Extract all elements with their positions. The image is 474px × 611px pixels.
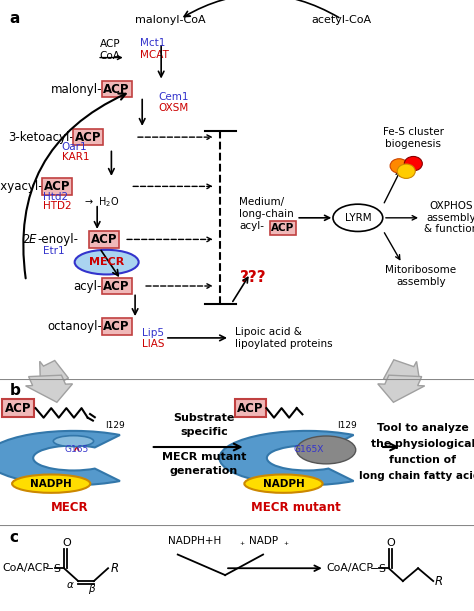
Text: G165X: G165X — [294, 445, 324, 455]
Text: KAR1: KAR1 — [62, 152, 89, 162]
Text: acetyl-CoA: acetyl-CoA — [311, 15, 371, 25]
Ellipse shape — [75, 250, 138, 274]
Text: HTD2: HTD2 — [43, 201, 71, 211]
Text: Oar1: Oar1 — [62, 142, 87, 152]
Text: ACP: ACP — [103, 320, 130, 333]
Text: generation: generation — [170, 466, 238, 477]
Ellipse shape — [296, 436, 356, 464]
Text: ACP: ACP — [103, 279, 130, 293]
Text: Medium/
long-chain
acyl-: Medium/ long-chain acyl- — [239, 197, 294, 230]
Text: NADPH: NADPH — [30, 478, 72, 489]
Circle shape — [404, 156, 422, 171]
Wedge shape — [0, 431, 120, 485]
Text: Tool to analyze: Tool to analyze — [377, 422, 469, 433]
Text: Fe-S cluster
biogenesis: Fe-S cluster biogenesis — [383, 128, 444, 149]
Text: 3-hydroxyacyl-: 3-hydroxyacyl- — [0, 180, 43, 193]
Text: $\alpha$: $\alpha$ — [66, 580, 74, 590]
Text: Etr1: Etr1 — [43, 246, 64, 256]
Text: ACP: ACP — [100, 39, 120, 49]
Text: I129: I129 — [337, 420, 357, 430]
Circle shape — [390, 159, 408, 173]
FancyArrow shape — [26, 375, 73, 402]
Text: $^+$: $^+$ — [238, 541, 246, 550]
Text: Htd2: Htd2 — [43, 192, 68, 202]
Text: ACP: ACP — [75, 131, 101, 144]
Text: ACP: ACP — [103, 82, 130, 95]
Text: $-$S: $-$S — [369, 562, 386, 574]
Text: I129: I129 — [105, 420, 125, 430]
Text: acyl-: acyl- — [73, 279, 102, 293]
Text: Lip5: Lip5 — [142, 328, 164, 338]
Ellipse shape — [12, 475, 90, 493]
Text: octanoyl-: octanoyl- — [47, 320, 102, 333]
FancyArrow shape — [378, 375, 425, 402]
Text: Mitoribosome
assembly: Mitoribosome assembly — [385, 265, 456, 287]
Text: specific: specific — [180, 427, 228, 437]
Text: $-$S: $-$S — [44, 562, 61, 574]
Text: Lipoic acid &
lipoylated proteins: Lipoic acid & lipoylated proteins — [235, 327, 332, 349]
Text: MECR: MECR — [89, 257, 124, 267]
Text: ACP: ACP — [44, 180, 71, 193]
Text: CoA/ACP: CoA/ACP — [2, 563, 49, 573]
FancyArrow shape — [383, 360, 419, 391]
Text: a: a — [9, 12, 20, 26]
Text: R: R — [435, 574, 443, 588]
Text: CoA/ACP: CoA/ACP — [326, 563, 373, 573]
Text: R: R — [110, 562, 118, 575]
Text: Substrate: Substrate — [173, 412, 235, 423]
Text: the physiological: the physiological — [371, 439, 474, 448]
Text: malonyl-CoA: malonyl-CoA — [136, 15, 206, 25]
Text: MCAT: MCAT — [140, 49, 169, 60]
Text: OXSM: OXSM — [159, 103, 189, 112]
Text: MECR: MECR — [51, 500, 89, 514]
Text: ACP: ACP — [91, 233, 118, 246]
Text: b: b — [9, 383, 20, 398]
Text: O: O — [62, 538, 71, 547]
Ellipse shape — [53, 436, 94, 447]
Text: 2: 2 — [22, 233, 29, 246]
Text: E: E — [28, 233, 36, 246]
Text: c: c — [9, 530, 18, 545]
Text: OXPHOS
assembly
& function: OXPHOS assembly & function — [424, 201, 474, 235]
Text: long chain fatty acids: long chain fatty acids — [359, 471, 474, 481]
Text: G165: G165 — [64, 445, 89, 455]
Text: ACP: ACP — [5, 401, 31, 415]
Circle shape — [397, 164, 415, 178]
FancyArrow shape — [40, 360, 69, 389]
Wedge shape — [219, 431, 354, 485]
Text: $^+$: $^+$ — [282, 541, 289, 550]
Text: NADP: NADP — [249, 536, 278, 546]
Text: CoA: CoA — [100, 51, 120, 60]
Text: Cem1: Cem1 — [159, 92, 189, 103]
Text: NADPH+H: NADPH+H — [168, 536, 221, 546]
Text: 3-ketoacyl-: 3-ketoacyl- — [8, 131, 73, 144]
Ellipse shape — [333, 204, 383, 232]
Text: ACP: ACP — [237, 401, 264, 415]
Text: $\rightarrow$ H$_2$O: $\rightarrow$ H$_2$O — [83, 196, 119, 209]
Text: ???: ??? — [240, 270, 267, 285]
Text: LYRM: LYRM — [345, 213, 371, 223]
Text: function of: function of — [389, 455, 456, 465]
Text: MECR mutant: MECR mutant — [162, 452, 246, 462]
Text: $\beta$: $\beta$ — [88, 582, 97, 596]
Text: -enoyl-: -enoyl- — [37, 233, 78, 246]
Text: Mct1: Mct1 — [140, 38, 165, 48]
Text: malonyl-: malonyl- — [50, 82, 102, 95]
Text: O: O — [387, 538, 395, 547]
Ellipse shape — [245, 475, 322, 493]
Text: ACP: ACP — [271, 223, 294, 233]
Text: NADPH: NADPH — [263, 478, 304, 489]
Text: MECR mutant: MECR mutant — [251, 500, 341, 514]
Text: LIAS: LIAS — [142, 338, 164, 349]
